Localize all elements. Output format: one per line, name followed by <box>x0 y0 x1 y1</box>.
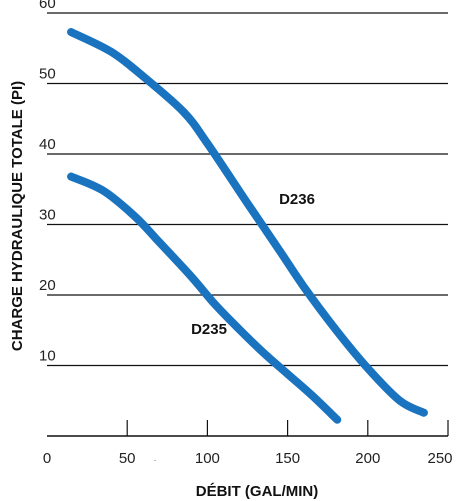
series-line-d235 <box>67 172 342 424</box>
y-tick-label-60: 60 <box>39 0 56 12</box>
series-label-d236: D236 <box>279 191 315 208</box>
series-line-d236 <box>67 28 428 417</box>
grid-layer <box>47 12 448 367</box>
x-tick-label-150: 150 <box>275 450 300 467</box>
axis-layer <box>47 420 449 437</box>
x-tick-label-50: 50 <box>119 450 136 467</box>
y-tick-label-40: 40 <box>39 136 56 153</box>
x-tick-label-100: 100 <box>195 450 220 467</box>
x-tick-label-200: 200 <box>355 450 380 467</box>
label-layer: 0 50 100 150 200 250 · 10 20 30 40 50 60 CHARGE HYDRA… <box>9 0 453 500</box>
y-tick-label-10: 10 <box>39 348 56 365</box>
x-tick-label-0: 0 <box>43 450 51 467</box>
y-axis-title: CHARGE HYDRAULIQUE TOTALE (PI) <box>9 81 26 351</box>
y-tick-label-50: 50 <box>39 66 56 83</box>
y-tick-label-20: 20 <box>39 277 56 294</box>
series-layer <box>67 28 428 424</box>
y-tick-label-30: 30 <box>39 207 56 224</box>
x-tick-label-250: 250 <box>427 450 452 467</box>
x-axis-small-mark: · <box>153 455 156 466</box>
x-axis-title: DÉBIT (GAL/MIN) <box>196 483 318 500</box>
series-label-d235: D235 <box>191 321 227 338</box>
